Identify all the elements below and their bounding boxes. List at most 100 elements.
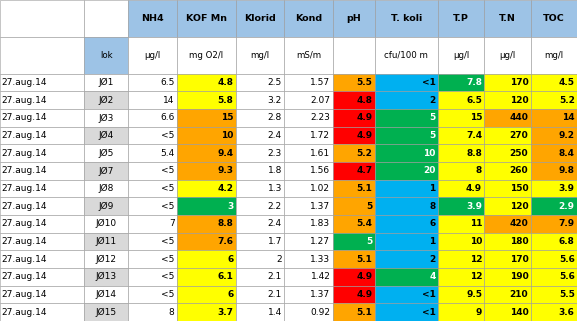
FancyBboxPatch shape	[438, 144, 484, 162]
Text: <1: <1	[422, 78, 436, 87]
FancyBboxPatch shape	[84, 233, 129, 250]
FancyBboxPatch shape	[375, 109, 438, 127]
FancyBboxPatch shape	[484, 74, 531, 91]
Text: 8: 8	[476, 166, 482, 176]
FancyBboxPatch shape	[375, 162, 438, 180]
Text: 5.4: 5.4	[357, 219, 373, 229]
FancyBboxPatch shape	[438, 233, 484, 250]
Text: JØ3: JØ3	[99, 113, 114, 123]
Text: pH: pH	[346, 14, 361, 23]
Text: 7: 7	[169, 219, 175, 229]
FancyBboxPatch shape	[333, 286, 375, 303]
FancyBboxPatch shape	[484, 233, 531, 250]
FancyBboxPatch shape	[375, 144, 438, 162]
FancyBboxPatch shape	[484, 215, 531, 233]
FancyBboxPatch shape	[531, 286, 577, 303]
FancyBboxPatch shape	[531, 37, 577, 74]
FancyBboxPatch shape	[84, 180, 129, 197]
FancyBboxPatch shape	[438, 268, 484, 286]
Text: Kond: Kond	[295, 14, 322, 23]
FancyBboxPatch shape	[0, 37, 84, 74]
Text: 4.7: 4.7	[357, 166, 373, 176]
FancyBboxPatch shape	[129, 74, 177, 91]
FancyBboxPatch shape	[177, 74, 236, 91]
FancyBboxPatch shape	[177, 286, 236, 303]
FancyBboxPatch shape	[484, 286, 531, 303]
FancyBboxPatch shape	[0, 127, 84, 144]
Text: Klorid: Klorid	[244, 14, 276, 23]
FancyBboxPatch shape	[0, 286, 84, 303]
FancyBboxPatch shape	[438, 215, 484, 233]
FancyBboxPatch shape	[484, 303, 531, 321]
Text: 1.83: 1.83	[310, 219, 331, 229]
Text: JØ4: JØ4	[99, 131, 114, 140]
Text: 2.4: 2.4	[268, 219, 282, 229]
FancyBboxPatch shape	[84, 268, 129, 286]
FancyBboxPatch shape	[0, 74, 84, 91]
FancyBboxPatch shape	[0, 91, 84, 109]
FancyBboxPatch shape	[438, 286, 484, 303]
FancyBboxPatch shape	[484, 197, 531, 215]
Text: 27.aug.14: 27.aug.14	[2, 78, 47, 87]
Text: 5: 5	[429, 131, 436, 140]
FancyBboxPatch shape	[375, 215, 438, 233]
Text: 5.8: 5.8	[218, 96, 234, 105]
Text: 4.9: 4.9	[357, 272, 373, 282]
Text: 1: 1	[429, 237, 436, 246]
FancyBboxPatch shape	[333, 250, 375, 268]
FancyBboxPatch shape	[375, 37, 438, 74]
FancyBboxPatch shape	[284, 233, 333, 250]
FancyBboxPatch shape	[236, 303, 284, 321]
FancyBboxPatch shape	[531, 144, 577, 162]
Text: 0.92: 0.92	[310, 308, 331, 317]
FancyBboxPatch shape	[484, 127, 531, 144]
Text: JØ13: JØ13	[96, 272, 117, 282]
Text: μg/l: μg/l	[145, 51, 161, 60]
Text: 4.8: 4.8	[357, 96, 373, 105]
Text: <5: <5	[161, 272, 175, 282]
Text: 7.6: 7.6	[218, 237, 234, 246]
FancyBboxPatch shape	[177, 91, 236, 109]
FancyBboxPatch shape	[236, 268, 284, 286]
FancyBboxPatch shape	[333, 162, 375, 180]
FancyBboxPatch shape	[531, 197, 577, 215]
FancyBboxPatch shape	[531, 74, 577, 91]
Text: 11: 11	[470, 219, 482, 229]
FancyBboxPatch shape	[375, 0, 438, 37]
FancyBboxPatch shape	[375, 197, 438, 215]
FancyBboxPatch shape	[84, 127, 129, 144]
FancyBboxPatch shape	[438, 37, 484, 74]
FancyBboxPatch shape	[438, 74, 484, 91]
Text: 5.6: 5.6	[559, 255, 575, 264]
FancyBboxPatch shape	[284, 37, 333, 74]
Text: 1.8: 1.8	[268, 166, 282, 176]
FancyBboxPatch shape	[484, 91, 531, 109]
Text: 4.8: 4.8	[218, 78, 234, 87]
FancyBboxPatch shape	[129, 162, 177, 180]
Text: 3.6: 3.6	[559, 308, 575, 317]
FancyBboxPatch shape	[284, 144, 333, 162]
Text: 1.72: 1.72	[310, 131, 331, 140]
FancyBboxPatch shape	[0, 197, 84, 215]
Text: 180: 180	[509, 237, 529, 246]
Text: 5.5: 5.5	[559, 290, 575, 299]
Text: <5: <5	[161, 202, 175, 211]
Text: 1.33: 1.33	[310, 255, 331, 264]
Text: 3.2: 3.2	[268, 96, 282, 105]
Text: <5: <5	[161, 255, 175, 264]
Text: 120: 120	[509, 96, 529, 105]
Text: 250: 250	[509, 149, 529, 158]
FancyBboxPatch shape	[531, 127, 577, 144]
Text: 5.1: 5.1	[357, 255, 373, 264]
FancyBboxPatch shape	[177, 0, 236, 37]
Text: 6.1: 6.1	[218, 272, 234, 282]
FancyBboxPatch shape	[129, 303, 177, 321]
FancyBboxPatch shape	[333, 91, 375, 109]
Text: 4.9: 4.9	[466, 184, 482, 193]
Text: <1: <1	[422, 308, 436, 317]
Text: 6.5: 6.5	[466, 96, 482, 105]
Text: 3.9: 3.9	[466, 202, 482, 211]
Text: JØ5: JØ5	[99, 149, 114, 158]
FancyBboxPatch shape	[284, 215, 333, 233]
Text: 1.56: 1.56	[310, 166, 331, 176]
